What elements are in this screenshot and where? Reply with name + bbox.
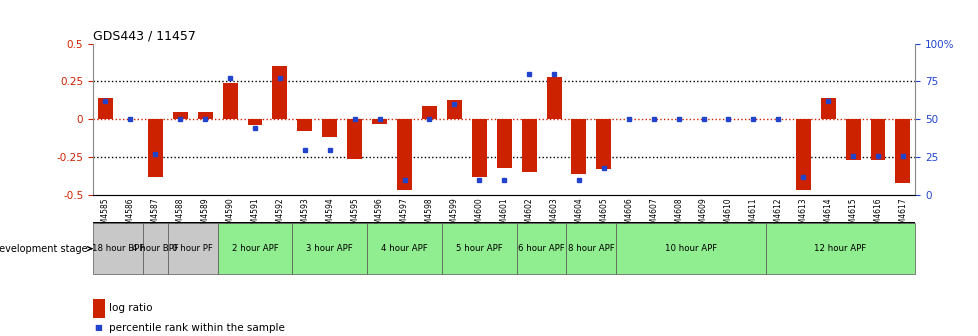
Bar: [347, 119, 362, 159]
Bar: [471, 119, 486, 177]
Bar: [765, 223, 914, 275]
Bar: [566, 223, 616, 275]
Bar: [820, 98, 835, 119]
Bar: [869, 119, 884, 160]
Bar: [93, 223, 143, 275]
Bar: [272, 67, 288, 119]
Bar: [198, 112, 212, 119]
Bar: [895, 119, 910, 183]
Text: log ratio: log ratio: [109, 303, 152, 313]
Text: 4 hour APF: 4 hour APF: [380, 244, 427, 253]
Bar: [297, 119, 312, 131]
Bar: [422, 106, 436, 119]
Text: development stage: development stage: [0, 244, 92, 254]
Text: percentile rank within the sample: percentile rank within the sample: [109, 323, 285, 333]
Bar: [496, 119, 511, 168]
Text: 0 hour PF: 0 hour PF: [172, 244, 213, 253]
Bar: [616, 223, 765, 275]
Bar: [247, 119, 262, 125]
Bar: [98, 98, 112, 119]
Bar: [367, 223, 441, 275]
Bar: [571, 119, 586, 174]
Text: GDS443 / 11457: GDS443 / 11457: [93, 30, 196, 43]
Bar: [845, 119, 860, 160]
Bar: [546, 77, 561, 119]
Text: 3 hour APF: 3 hour APF: [306, 244, 353, 253]
Bar: [372, 119, 386, 124]
Bar: [446, 100, 462, 119]
Bar: [217, 223, 292, 275]
Text: 6 hour APF: 6 hour APF: [517, 244, 564, 253]
Bar: [322, 119, 336, 137]
Text: 10 hour APF: 10 hour APF: [664, 244, 717, 253]
Text: 18 hour BPF: 18 hour BPF: [92, 244, 144, 253]
Bar: [795, 119, 810, 190]
Bar: [172, 112, 188, 119]
Bar: [143, 223, 167, 275]
Bar: [441, 223, 516, 275]
Bar: [148, 119, 162, 177]
Bar: [516, 223, 566, 275]
Text: 5 hour APF: 5 hour APF: [456, 244, 502, 253]
Text: 12 hour APF: 12 hour APF: [814, 244, 866, 253]
Text: 8 hour APF: 8 hour APF: [567, 244, 614, 253]
Bar: [521, 119, 536, 172]
Bar: [596, 119, 610, 169]
Text: 4 hour BPF: 4 hour BPF: [132, 244, 179, 253]
Bar: [167, 223, 217, 275]
Bar: [397, 119, 412, 190]
Bar: [292, 223, 367, 275]
Bar: [222, 83, 238, 119]
Text: ■: ■: [94, 323, 103, 332]
Text: 2 hour APF: 2 hour APF: [232, 244, 278, 253]
